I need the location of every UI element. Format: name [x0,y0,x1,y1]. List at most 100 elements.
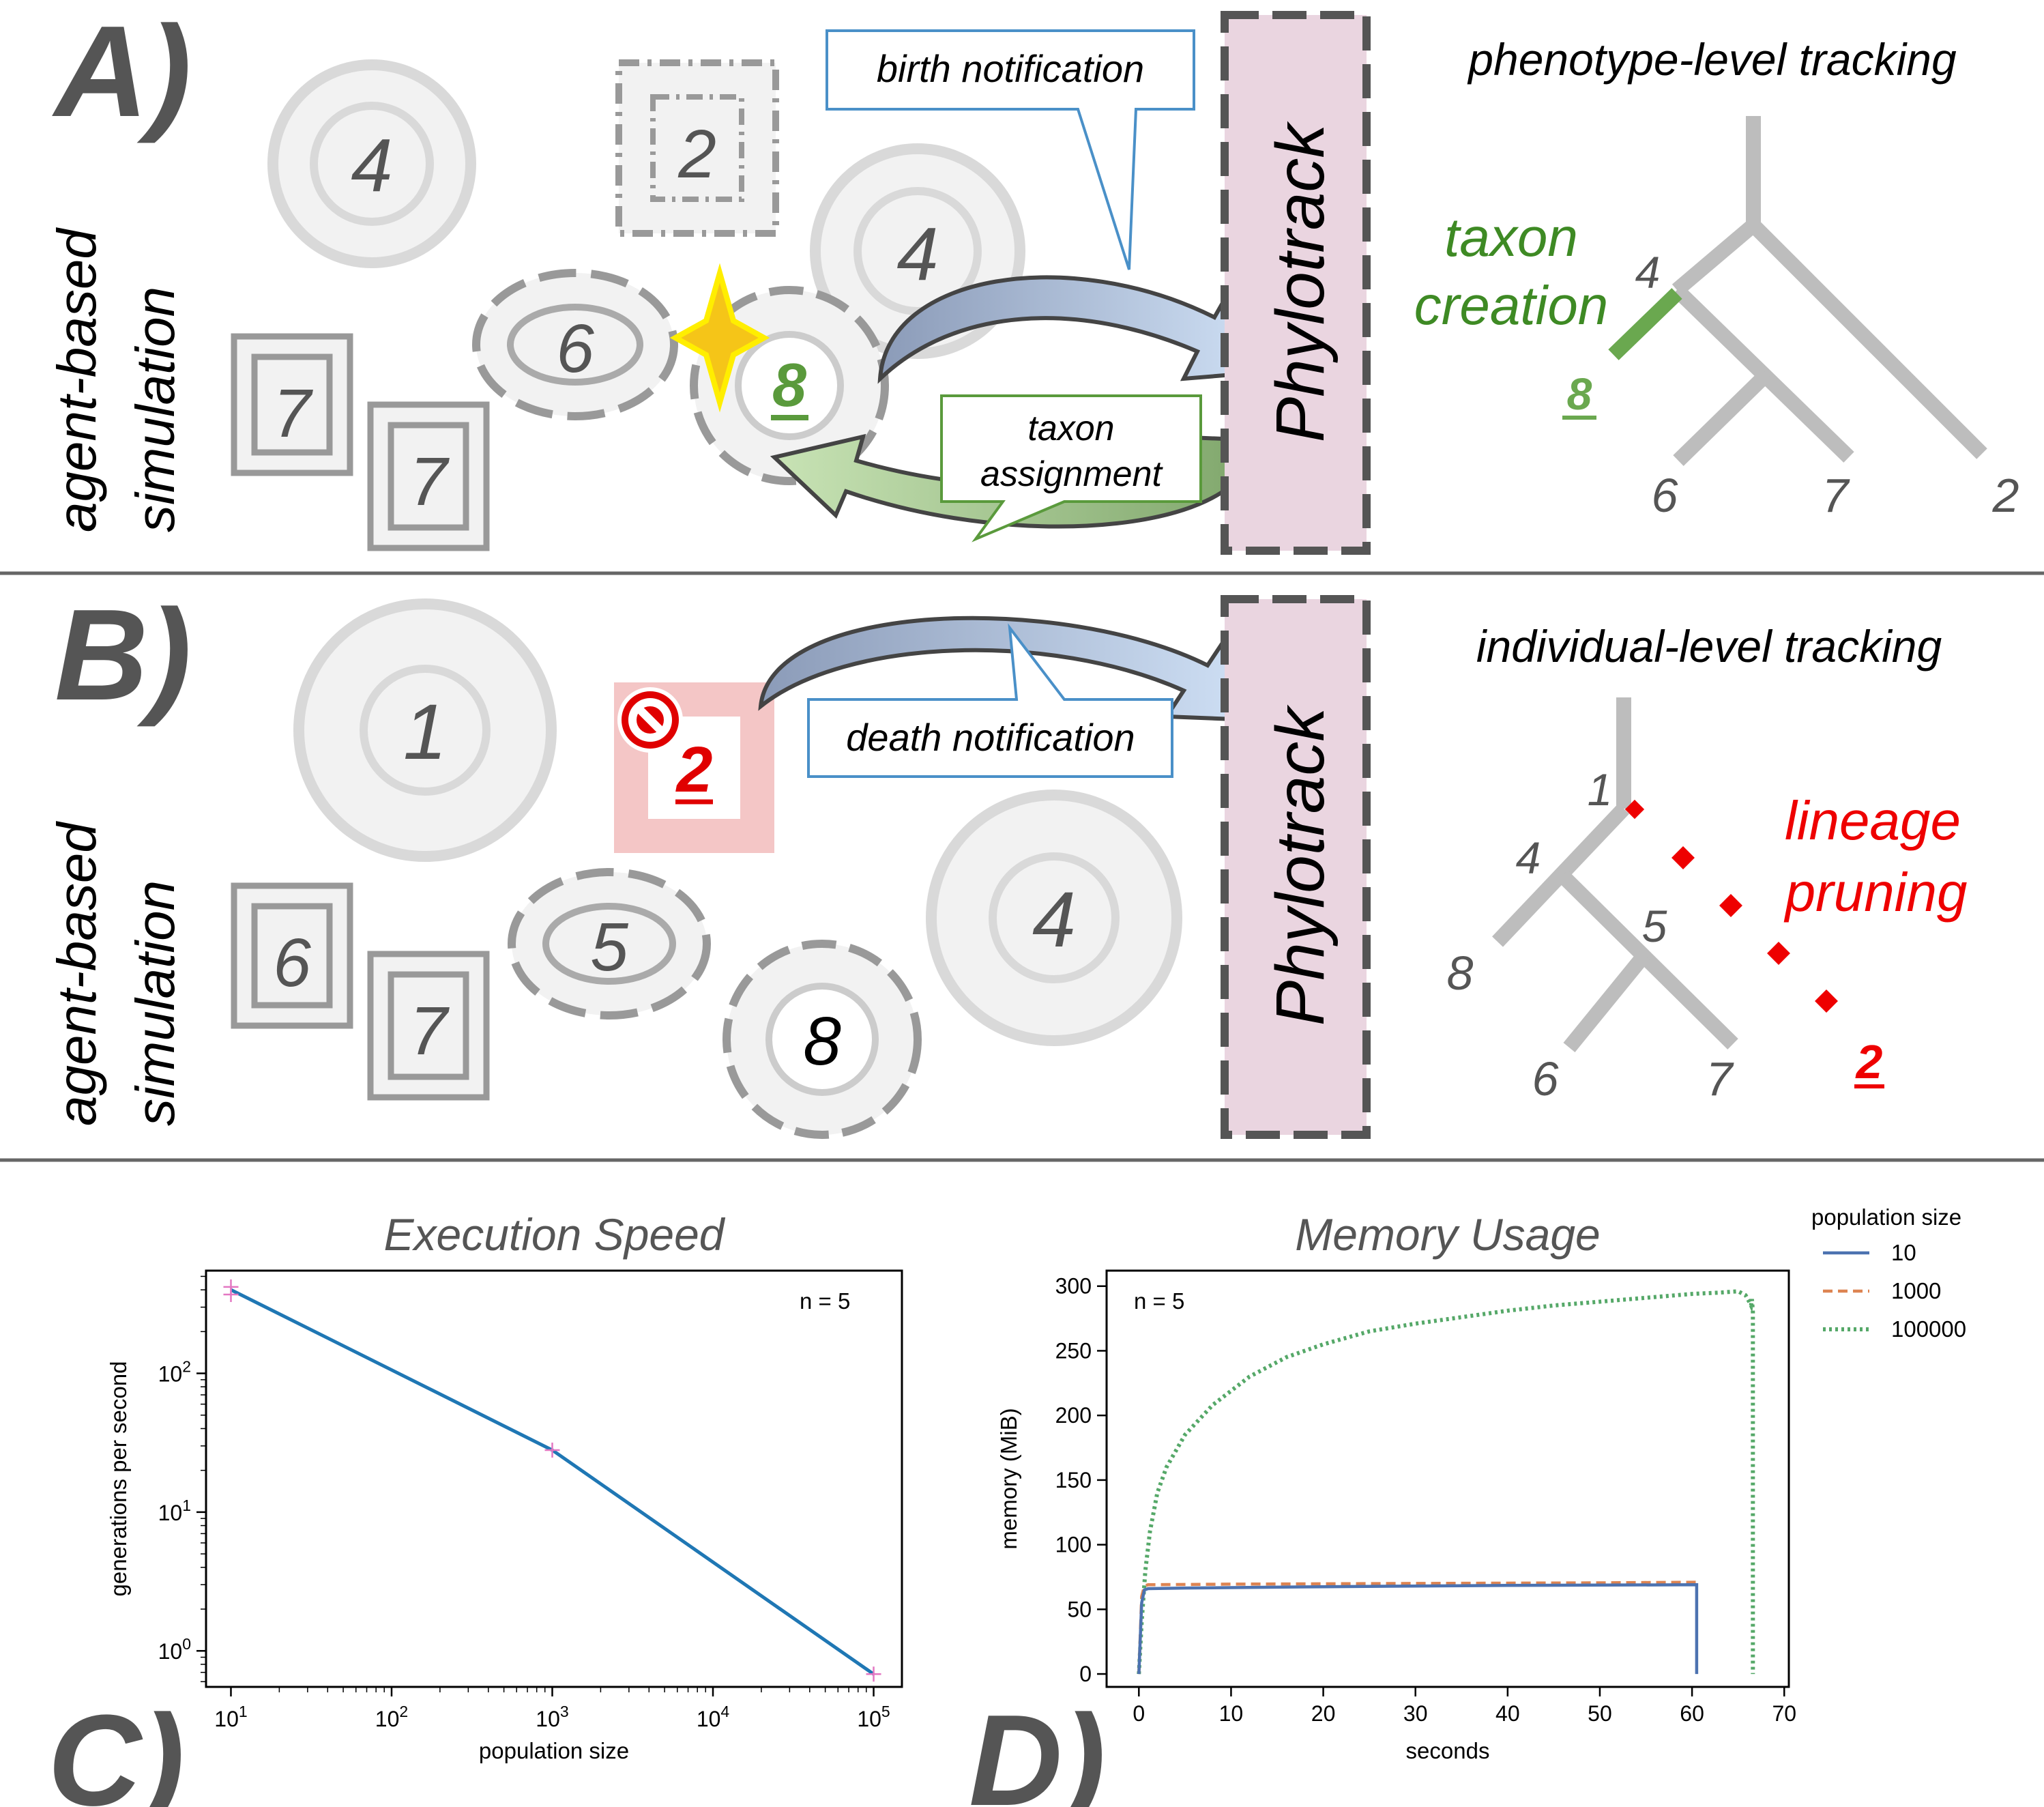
agent-label: 4 [1032,876,1076,964]
y-tick-label: 150 [1055,1468,1092,1492]
prohibited-icon [617,687,683,753]
panel-a-letter: A) [52,0,191,144]
chart-title: Execution Speed [383,1209,725,1260]
y-axis-label: generations per second [106,1361,131,1597]
chart-title: Memory Usage [1295,1209,1600,1260]
panel-b: B) agent-based simulation 1 2 6 [46,583,1968,1139]
agent-label: 6 [556,310,594,387]
chart-d-annotation: n = 5 [1134,1288,1184,1314]
legend-label: 1000 [1891,1278,1941,1303]
panel-d-letter: D) [969,1688,1105,1807]
x-tick-label: 40 [1495,1701,1520,1726]
memory-usage-chart: Memory Usage 0 10 20 30 40 50 60 70 0 50 100 150 200 2… [996,1204,1966,1763]
phylotrack-box: Phylotrack [1221,11,1371,555]
agent-label: 7 [409,993,450,1069]
agent-ellipse-dashed: 5 [508,868,711,1020]
agent-ellipse-dashed: 6 [472,269,678,420]
tree-title: phenotype-level tracking [1467,34,1957,85]
panel-d: D) Memory Usage 0 10 20 30 40 50 60 70 0 50 100 150 2… [969,1204,1966,1807]
x-tick-label: 0 [1133,1701,1145,1726]
agent-dying: 2 [614,682,774,853]
birth-callout: birth notification [826,29,1195,270]
star-icon [669,263,770,413]
agent-label: 4 [896,212,938,296]
tree-node-label: 5 [1642,901,1667,951]
agent-label: 6 [273,925,311,1001]
agent-label: 2 [677,116,716,192]
agent-label: 8 [803,1003,841,1080]
x-tick-label: 10 [1219,1701,1244,1726]
phylotrack-box: Phylotrack [1221,595,1371,1139]
agent-label-dying: 2 [675,734,713,806]
pruned-lineage [1624,799,1838,1013]
execution-speed-chart: Execution Speed 101 102 103 104 105 100 101 102 p… [106,1209,903,1763]
lineage-pruning-2: pruning [1784,862,1968,923]
agent-label-new: 8 [772,351,806,420]
new-taxon-branch [1608,288,1682,360]
tree-node-label: 4 [1516,833,1541,883]
phylotrack-label: Phylotrack [1262,121,1339,443]
agent-circle: 4 [267,59,476,268]
tree-node-label-new: 8 [1567,368,1592,419]
x-tick-label: 105 [857,1703,890,1731]
taxon-assignment-callout: taxon assignment [940,394,1202,543]
agent-circle: 4 [926,790,1182,1046]
x-tick-label: 104 [697,1703,730,1731]
x-axis-label: population size [479,1738,629,1763]
tree-node-label: 4 [1635,247,1661,298]
x-tick-label: 50 [1588,1701,1612,1726]
phenotype-tree [1671,116,1987,466]
panel-b-side-label-1: agent-based [46,821,107,1126]
panel-c: C) Execution Speed 101 102 103 104 105 100 101 1… [48,1209,903,1807]
panel-a-side-label-2: simulation [125,287,186,532]
death-callout: death notification [807,623,1173,778]
x-tick-label: 103 [536,1703,568,1731]
y-tick-label: 102 [158,1358,191,1387]
data-point-marker [544,1442,560,1458]
taxon-callout-text-1: taxon [1027,409,1114,448]
series-line [1137,1580,1696,1675]
legend-title: population size [1811,1204,1961,1230]
agent-dashed-circle: 8 [722,940,922,1139]
tree-leaf-label-pruned: 2 [1855,1035,1883,1088]
agent-label: 1 [403,689,447,776]
taxon-creation-1: taxon [1444,207,1578,268]
y-tick-label: 200 [1055,1403,1092,1428]
agent-label: 5 [590,909,628,985]
tree-leaf-label: 7 [1706,1052,1735,1105]
x-tick-label: 101 [214,1703,247,1731]
panel-a-side-label-1: agent-based [46,227,107,532]
agent-square-dashdot: 2 [615,59,779,237]
agent-label: 4 [351,124,392,207]
y-tick-label: 100 [1055,1533,1092,1557]
x-tick-label: 60 [1680,1701,1704,1726]
birth-callout-text: birth notification [877,47,1144,90]
tree-leaf-label: 6 [1652,469,1678,522]
agent-square: 6 [231,882,353,1029]
plot-frame [205,1269,903,1688]
y-tick-label: 101 [158,1497,191,1525]
tree-node-label: 1 [1588,764,1613,815]
x-tick-label: 102 [375,1703,408,1731]
individual-tree [1492,697,1738,1052]
series-line [1137,1289,1755,1675]
tree-leaf-label: 7 [1822,469,1851,522]
death-arrow [758,616,1255,723]
plot-frame [1105,1269,1790,1688]
panel-a: A) agent-based simulation 4 2 4 6 [46,0,2019,555]
agent-circle: 1 [293,598,557,862]
series-line [230,1288,875,1676]
x-tick-label: 20 [1311,1701,1336,1726]
agent-label: 7 [273,375,313,452]
legend-label: 100000 [1891,1316,1966,1342]
tree-leaf-label: 2 [1992,469,2019,522]
lineage-pruning-1: lineage [1785,790,1961,851]
agent-label: 7 [409,444,450,520]
legend-label: 10 [1891,1240,1916,1265]
legend: population size 10 1000 100000 [1811,1204,1966,1342]
y-axis-label: memory (MiB) [996,1408,1021,1549]
y-tick-label: 50 [1067,1597,1092,1621]
panel-b-side-label-2: simulation [125,880,186,1126]
series-line [1137,1583,1699,1675]
